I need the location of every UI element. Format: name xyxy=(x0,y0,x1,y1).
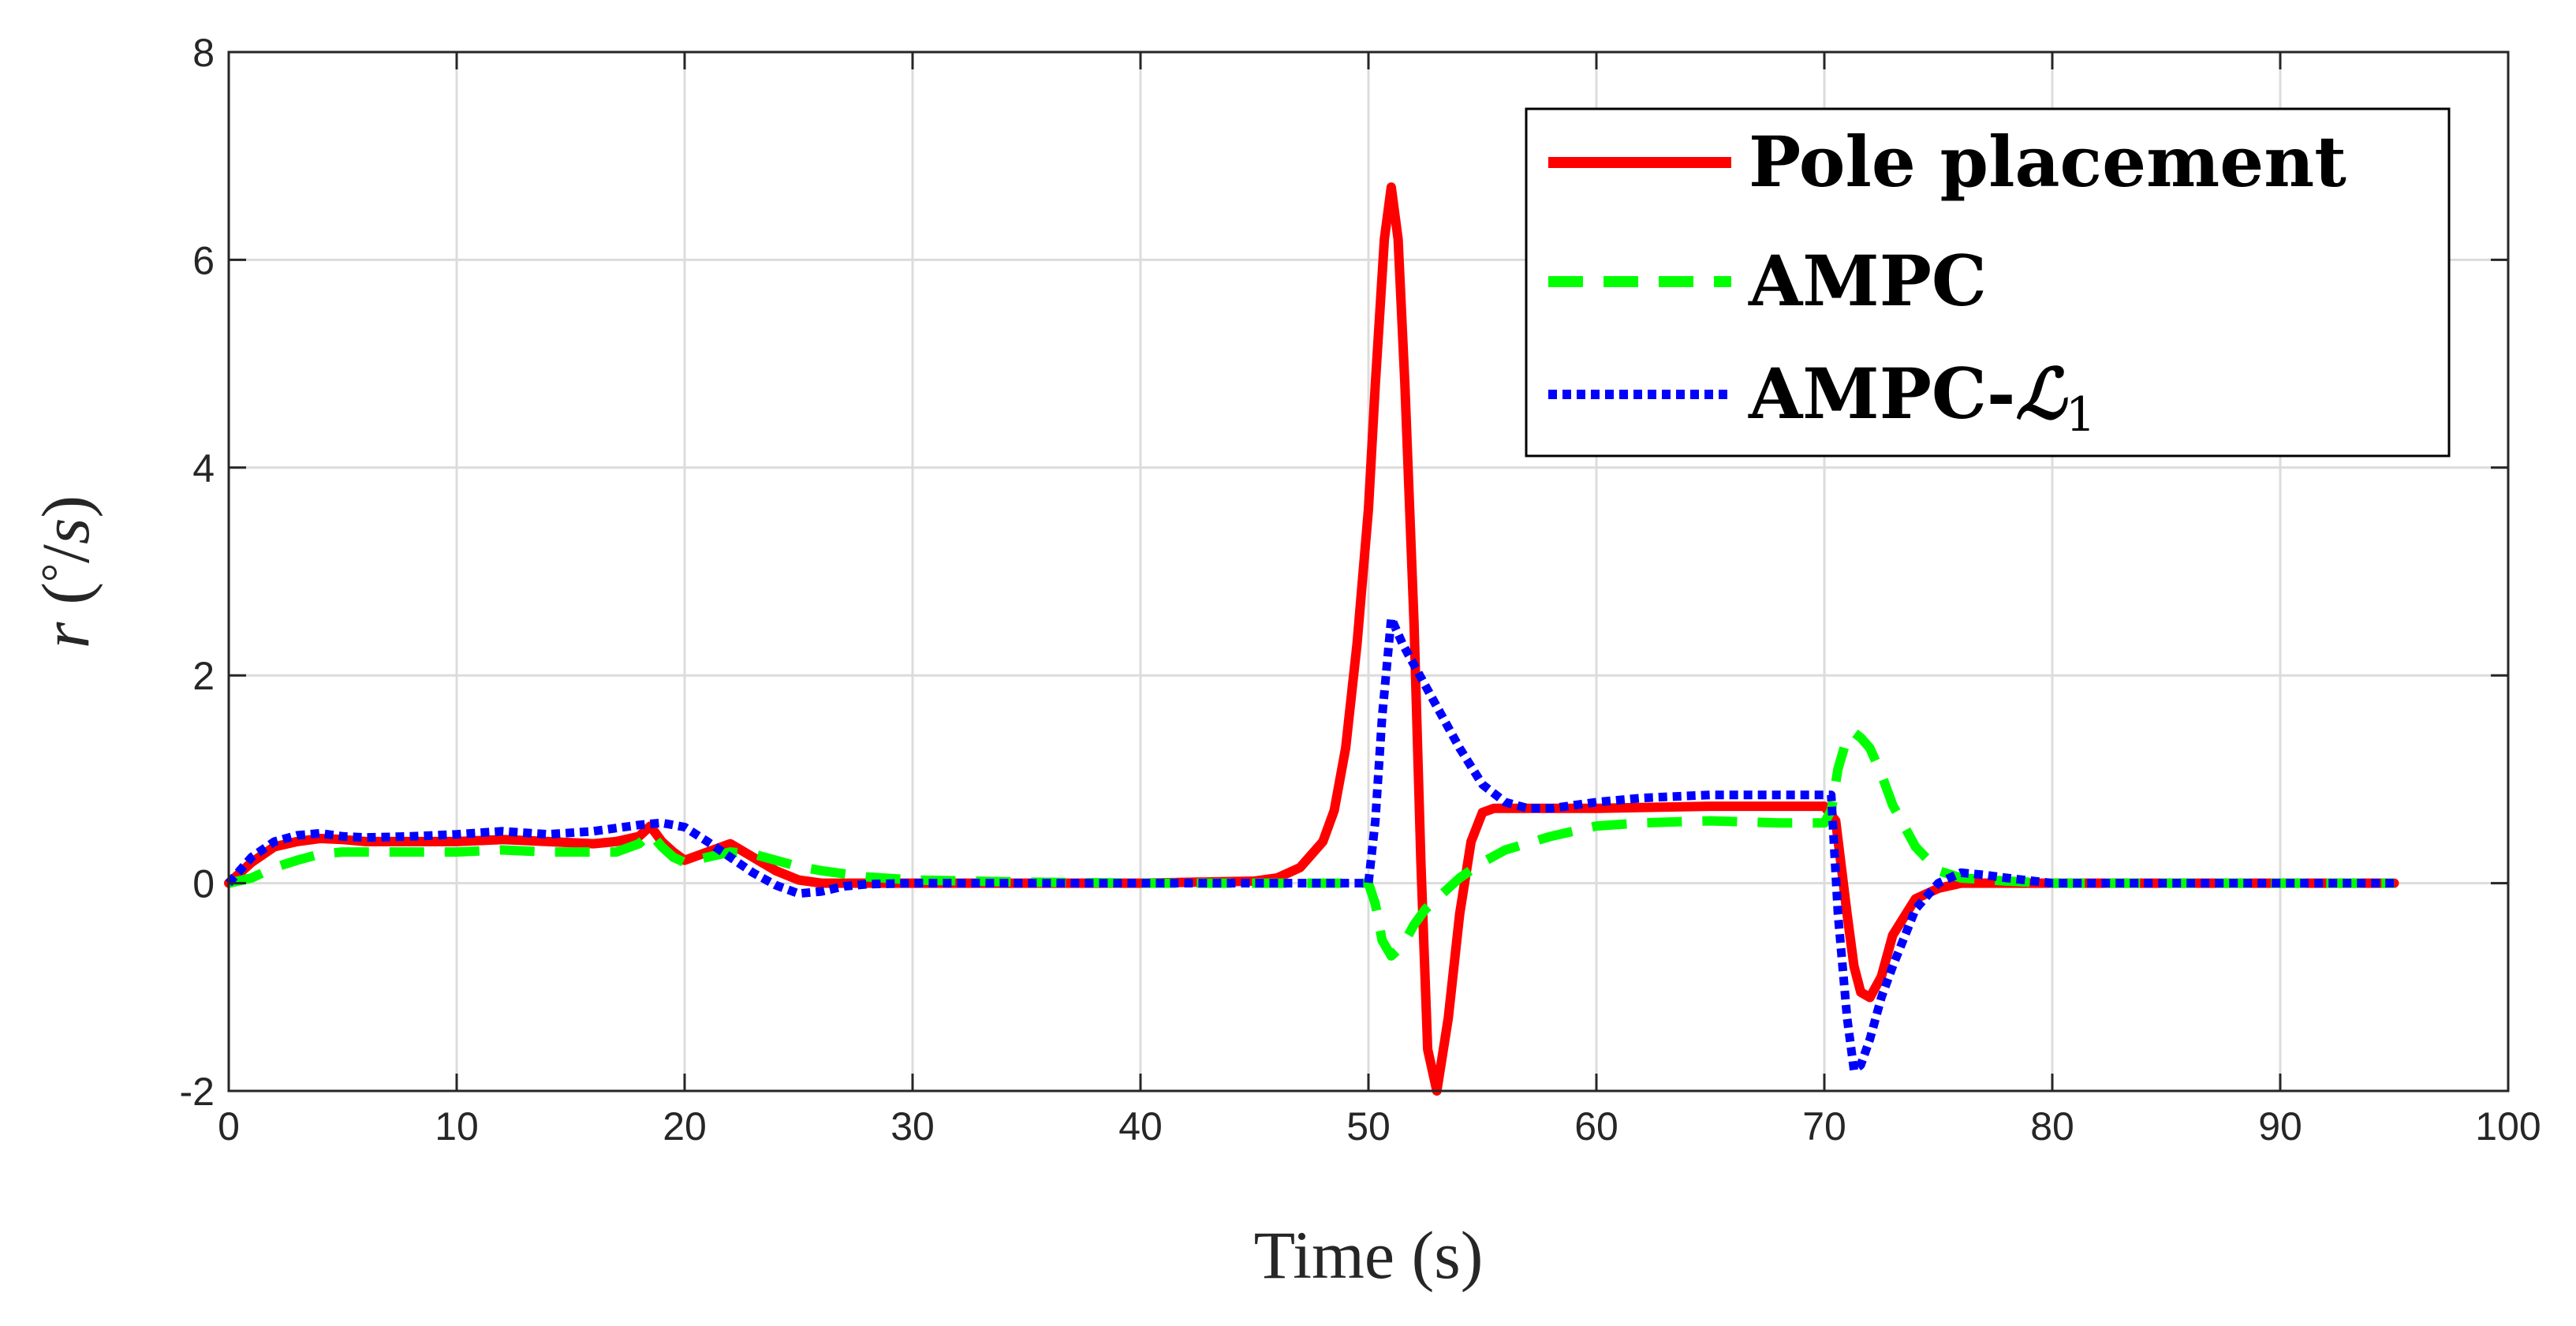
y-axis-unit: s xyxy=(28,518,103,544)
y-axis-deg: ° xyxy=(32,563,84,582)
series-line-ampc xyxy=(227,727,2395,961)
x-tick-label: 40 xyxy=(1118,1104,1163,1149)
legend-label-ampc-l1-main: AMPC- xyxy=(1748,353,2015,435)
y-tick-label: 8 xyxy=(192,31,215,75)
series-line-ampc-l1 xyxy=(225,614,2395,1075)
x-tick-label: 20 xyxy=(663,1104,707,1149)
y-tick-label: -2 xyxy=(180,1070,215,1114)
legend-label-pole-placement: Pole placement xyxy=(1749,121,2346,203)
series-layer xyxy=(224,182,2399,1096)
x-tick-label: 30 xyxy=(890,1104,935,1149)
x-tick-label: 60 xyxy=(1574,1104,1618,1149)
x-tick-label: 100 xyxy=(2475,1104,2541,1149)
y-axis-open: ( xyxy=(28,582,103,605)
x-tick-label: 70 xyxy=(1802,1104,1846,1149)
x-tick-label: 90 xyxy=(2258,1104,2302,1149)
legend-label-ampc-l1-sub: 1 xyxy=(2066,387,2096,443)
x-tick-label: 50 xyxy=(1346,1104,1391,1149)
legend: Pole placement AMPC AMPC-ℒ1 xyxy=(1525,107,2451,458)
series-line-pole-placement xyxy=(224,182,2399,1096)
y-tick-label: 2 xyxy=(192,654,215,698)
legend-label-ampc-l1: AMPC-ℒ1 xyxy=(1748,353,2096,443)
x-tick-label: 10 xyxy=(435,1104,479,1149)
y-axis-title: r (°/s) xyxy=(28,495,103,648)
legend-label-ampc: AMPC xyxy=(1748,240,1987,322)
y-tick-label: 6 xyxy=(192,238,215,282)
y-tick-label: 4 xyxy=(192,446,215,491)
y-axis-var: r xyxy=(28,622,103,648)
x-tick-label: 80 xyxy=(2030,1104,2074,1149)
y-axis-close: ) xyxy=(28,495,103,518)
legend-label-ampc-l1-script: ℒ xyxy=(2015,353,2068,435)
y-axis-slash: / xyxy=(28,544,103,563)
x-tick-label: 0 xyxy=(218,1104,240,1149)
x-axis-title: Time (s) xyxy=(1254,1217,1484,1293)
y-tick-label: 0 xyxy=(192,862,215,906)
